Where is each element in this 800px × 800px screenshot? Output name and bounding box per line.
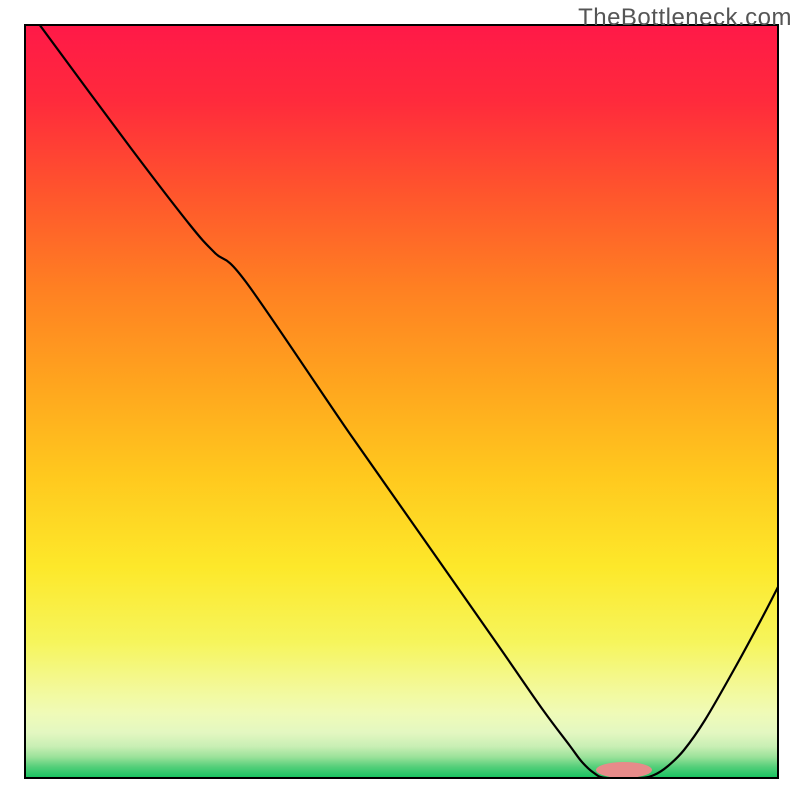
gradient-background	[25, 25, 778, 778]
chart-svg	[0, 0, 800, 800]
chart-canvas: TheBottleneck.com	[0, 0, 800, 800]
bottleneck-marker	[596, 762, 652, 778]
watermark-text: TheBottleneck.com	[578, 4, 792, 32]
